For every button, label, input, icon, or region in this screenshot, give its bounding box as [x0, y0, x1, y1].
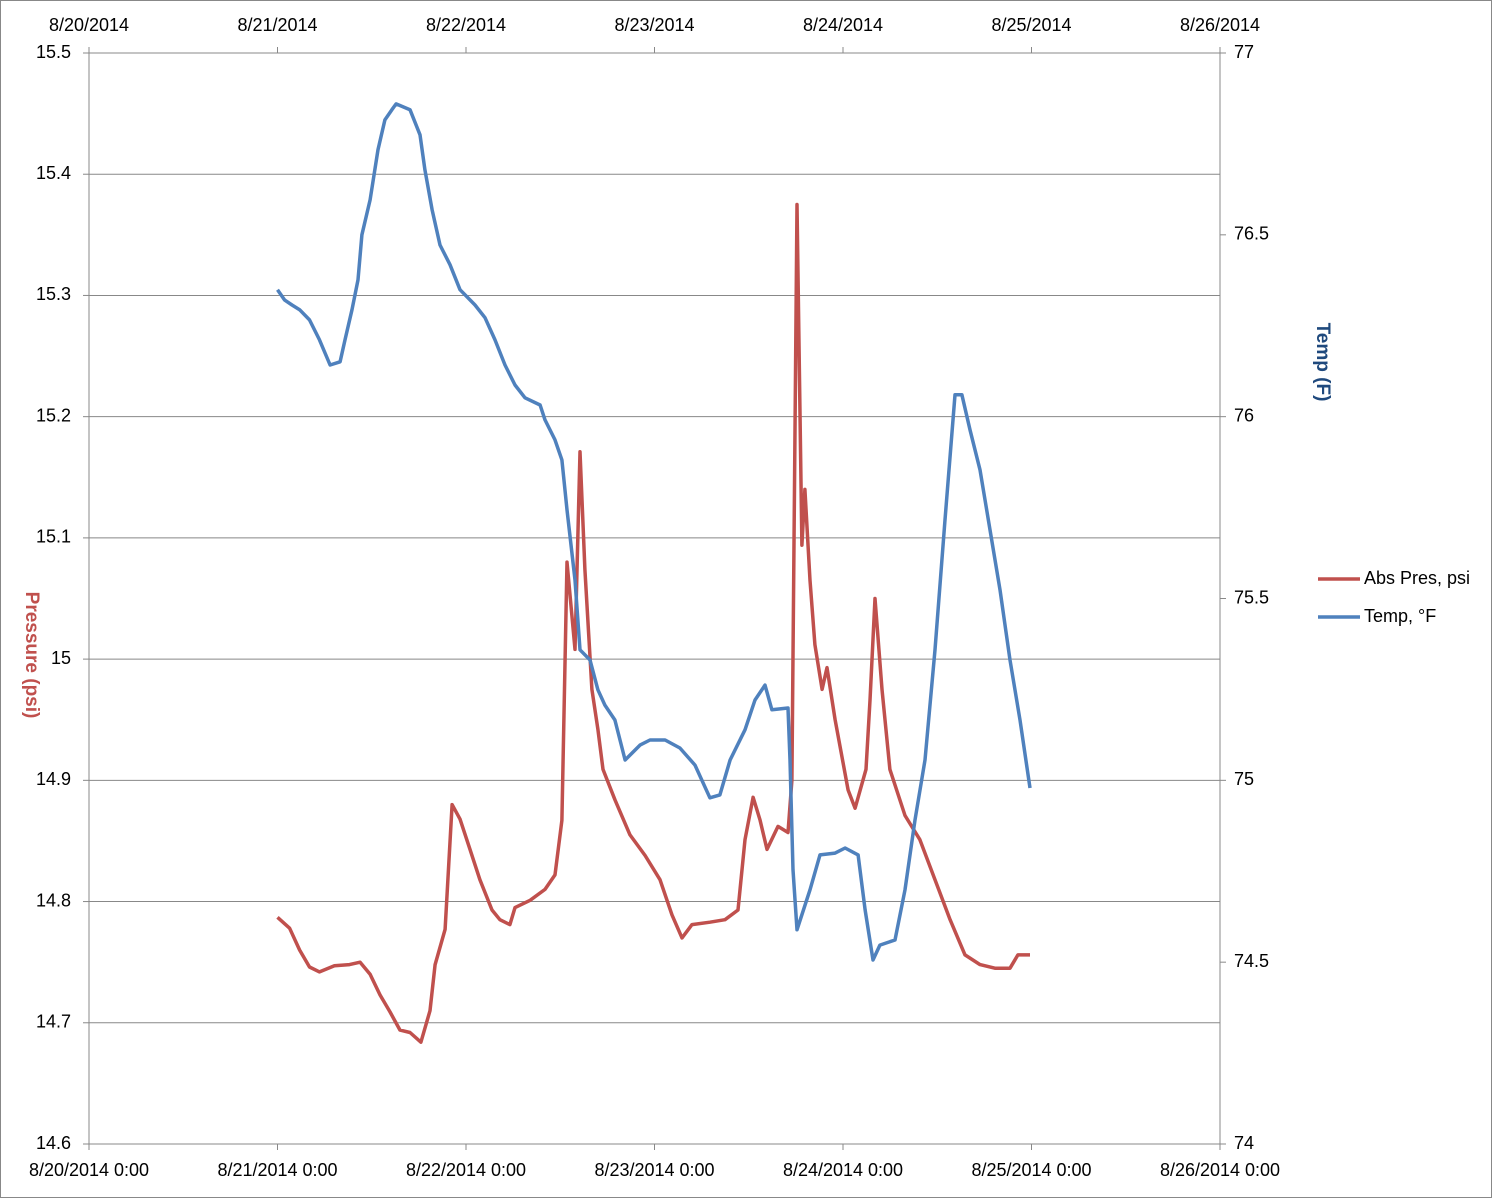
x-tick-label: 8/21/2014 0:00 [217, 1160, 337, 1180]
x2-tick-label: 8/26/2014 [1180, 15, 1260, 35]
y-tick-label: 15.2 [36, 405, 71, 425]
x2-tick-label: 8/21/2014 [237, 15, 317, 35]
x-tick-label: 8/20/2014 0:00 [29, 1160, 149, 1180]
x2-tick-label: 8/22/2014 [426, 15, 506, 35]
legend-label: Temp, °F [1364, 606, 1436, 626]
y-tick-label: 14.8 [36, 890, 71, 910]
y-tick-label: 15.1 [36, 527, 71, 547]
y2-tick-label: 74 [1234, 1133, 1254, 1153]
y2-tick-label: 75 [1234, 769, 1254, 789]
x-tick-label: 8/25/2014 0:00 [971, 1160, 1091, 1180]
x2-tick-label: 8/25/2014 [991, 15, 1071, 35]
x-tick-label: 8/26/2014 0:00 [1160, 1160, 1280, 1180]
x-tick-label: 8/22/2014 0:00 [406, 1160, 526, 1180]
x2-tick-label: 8/24/2014 [803, 15, 883, 35]
y2-axis-title: Temp (F) [1312, 323, 1333, 402]
y2-tick-label: 74.5 [1234, 951, 1269, 971]
y-tick-label: 14.9 [36, 769, 71, 789]
x2-tick-label: 8/23/2014 [614, 15, 694, 35]
y-tick-label: 15.5 [36, 42, 71, 62]
y-tick-label: 15.4 [36, 163, 71, 183]
y2-tick-label: 76 [1234, 405, 1254, 425]
legend-label: Abs Pres, psi [1364, 568, 1470, 588]
y2-tick-label: 77 [1234, 42, 1254, 62]
x-tick-label: 8/24/2014 0:00 [783, 1160, 903, 1180]
x-tick-label: 8/23/2014 0:00 [594, 1160, 714, 1180]
y2-tick-label: 76.5 [1234, 224, 1269, 244]
x2-tick-label: 8/20/2014 [49, 15, 129, 35]
y-tick-label: 15 [51, 648, 71, 668]
data-line [276, 102, 1032, 962]
y-tick-label: 15.3 [36, 284, 71, 304]
data-line [276, 202, 1030, 1044]
y-axis-title: Pressure (psi) [21, 592, 42, 719]
y-tick-label: 14.7 [36, 1012, 71, 1032]
y-tick-label: 14.6 [36, 1133, 71, 1153]
y2-tick-label: 75.5 [1234, 587, 1269, 607]
